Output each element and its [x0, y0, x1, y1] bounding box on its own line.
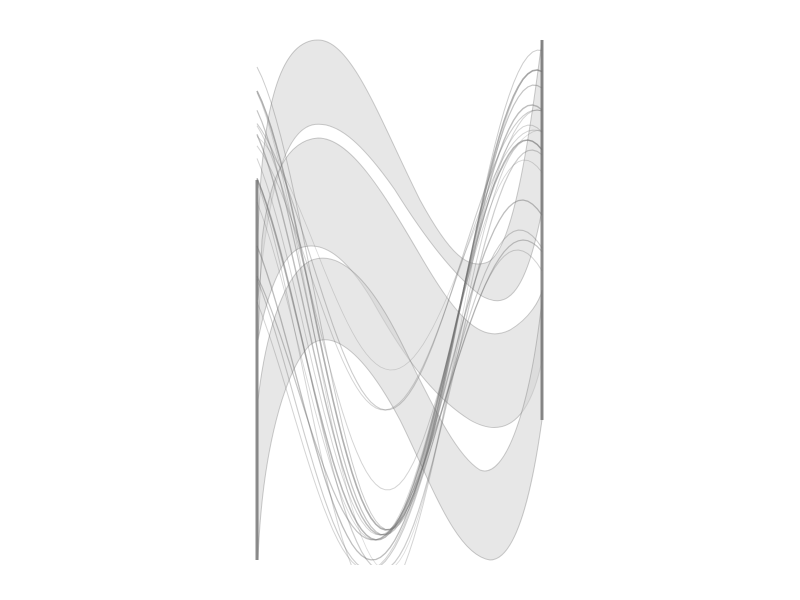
attractor-strand-9: [256, 199, 543, 561]
attractor-strand-13: [256, 149, 543, 565]
attractor-strand-10: [256, 229, 543, 565]
attractor-strand-1: [256, 84, 543, 536]
attractor-strand-11: [256, 249, 543, 565]
attractor-strand-17: [256, 239, 543, 541]
attractor-strands: [256, 49, 543, 565]
attractor-strand-15: [256, 69, 543, 565]
attractor-strand-0: [256, 69, 543, 531]
attractor-strand-16: [256, 139, 543, 565]
attractor-strand-2: [256, 104, 543, 536]
attractor-strand-7: [256, 129, 543, 411]
attractor-strand-3: [256, 49, 543, 531]
attractor-strand-5: [256, 139, 543, 541]
attractor-wash-lower: [257, 257, 543, 561]
attractor-strand-8: [256, 159, 543, 541]
attractor-wash-upper: [257, 39, 543, 302]
attractor-strand-12: [256, 129, 543, 371]
attractor-strand-6: [256, 109, 543, 411]
attractor-strand-14: [256, 109, 543, 491]
